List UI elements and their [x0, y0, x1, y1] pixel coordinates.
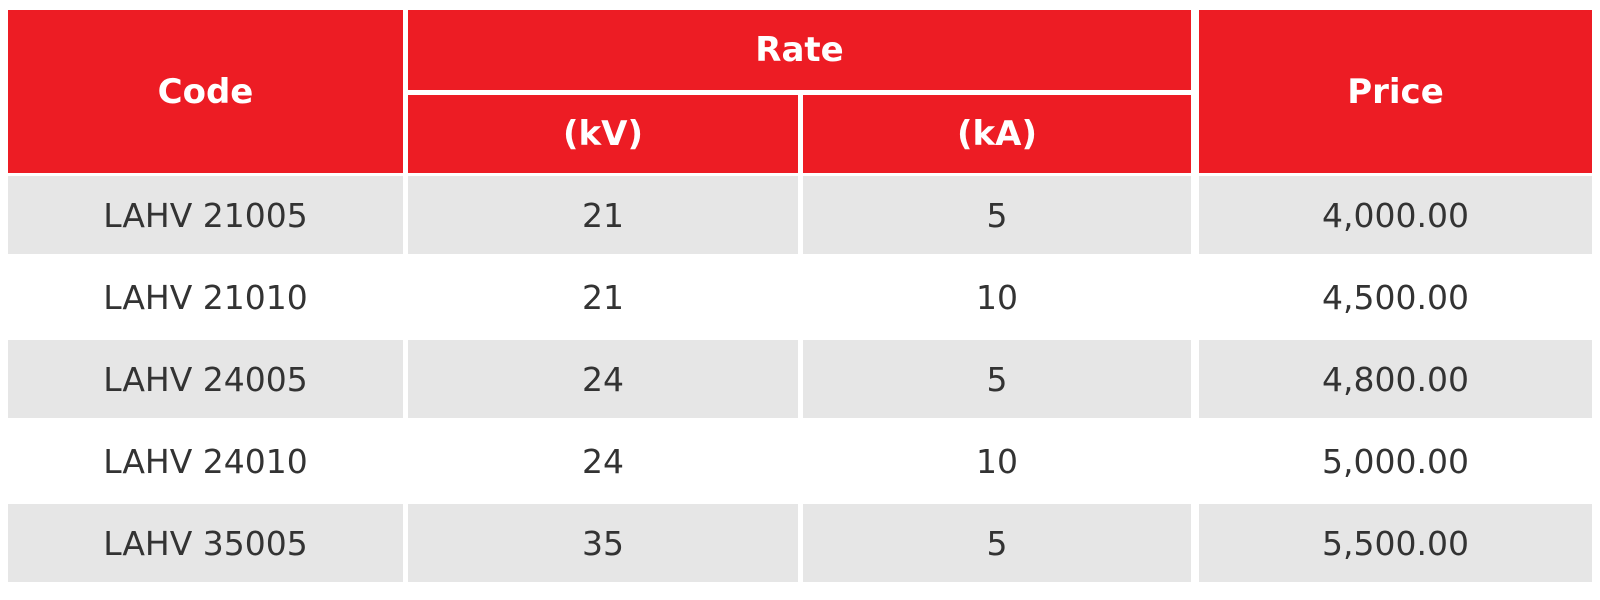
- code-cell: LAHV 35005: [8, 504, 403, 582]
- header-code: Code: [8, 10, 403, 173]
- code-cell: LAHV 21005: [8, 176, 403, 254]
- header-kv: (kV): [408, 95, 798, 173]
- kv-cell: 24: [408, 340, 798, 418]
- price-cell: 5,500.00: [1199, 504, 1592, 582]
- code-cell: LAHV 24005: [8, 340, 403, 418]
- code-cell: LAHV 21010: [8, 258, 403, 336]
- code-cell: LAHV 24010: [8, 422, 403, 500]
- kv-cell: 24: [408, 422, 798, 500]
- price-cell: 5,000.00: [1199, 422, 1592, 500]
- price-cell: 4,500.00: [1199, 258, 1592, 336]
- kv-cell: 21: [408, 176, 798, 254]
- price-cell: 4,800.00: [1199, 340, 1592, 418]
- kv-cell: 21: [408, 258, 798, 336]
- header-rate: Rate: [408, 10, 1191, 90]
- ka-cell: 10: [803, 258, 1191, 336]
- kv-cell: 35: [408, 504, 798, 582]
- ka-cell: 5: [803, 504, 1191, 582]
- header-ka: (kA): [803, 95, 1191, 173]
- ka-cell: 5: [803, 340, 1191, 418]
- ka-cell: 5: [803, 176, 1191, 254]
- price-cell: 4,000.00: [1199, 176, 1592, 254]
- ka-cell: 10: [803, 422, 1191, 500]
- header-price: Price: [1199, 10, 1592, 173]
